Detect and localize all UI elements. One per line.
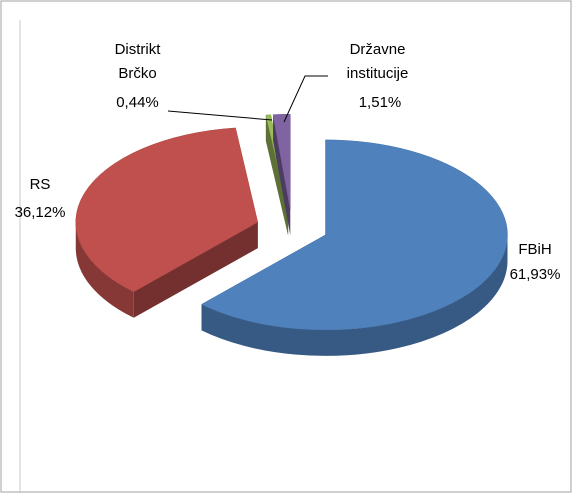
- slice-side: [133, 222, 258, 318]
- value-label: 0,44%: [116, 94, 159, 111]
- slice-side: [265, 115, 289, 236]
- leader-line: [167, 110, 273, 121]
- category-label: Državne institucije: [346, 41, 409, 82]
- value-label: 61,93%: [509, 266, 561, 283]
- leader-line: [283, 75, 328, 123]
- value-label: 1,51%: [358, 94, 402, 111]
- slice: [272, 113, 291, 210]
- category-label: RS: [29, 176, 51, 193]
- value-label: 36,12%: [14, 204, 66, 221]
- category-label: Distrikt Brčko: [114, 41, 161, 82]
- slice-wall: [201, 234, 508, 356]
- slice: [200, 139, 508, 331]
- pie: [75, 113, 508, 356]
- slice-side: [273, 114, 291, 236]
- slice-wall: [75, 222, 134, 318]
- slice: [75, 127, 259, 293]
- category-label: FBiH: [518, 241, 552, 258]
